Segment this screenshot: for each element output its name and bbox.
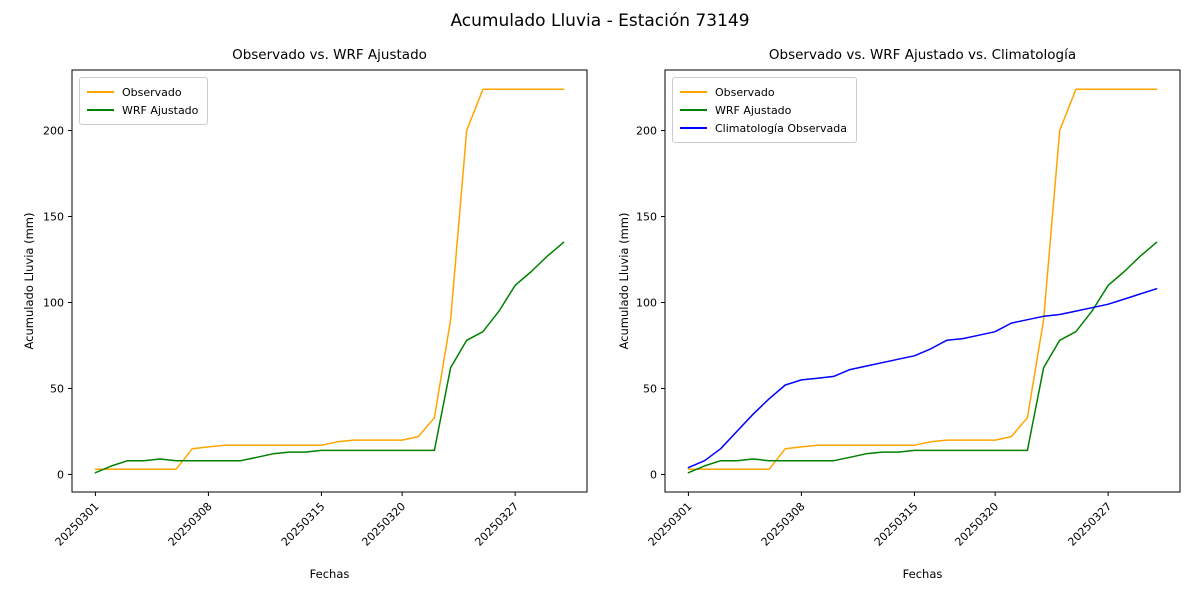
y-tick-label: 50: [643, 382, 657, 395]
y-tick-label: 200: [43, 125, 64, 138]
legend-label: Climatología Observada: [715, 121, 847, 135]
x-tick-label: 20250320: [359, 500, 408, 549]
legend-label: WRF Ajustado: [122, 103, 199, 117]
x-tick-label: 20250320: [952, 500, 1001, 549]
legend-line-sample: [680, 127, 707, 129]
y-tick-label: 0: [650, 468, 657, 481]
x-tick-label: 20250327: [1065, 500, 1114, 549]
legend-entry: Observado: [87, 83, 198, 101]
series-line-wrf-ajustado: [687, 241, 1158, 474]
x-tick-label: 20250315: [872, 500, 921, 549]
figure-title: Acumulado Lluvia - Estación 73149: [450, 11, 750, 31]
y-tick-label: 200: [636, 125, 657, 138]
legend-line-sample: [87, 109, 114, 111]
x-tick-label: 20250301: [53, 500, 102, 549]
y-tick-label: 50: [50, 382, 64, 395]
legend-entry: Climatología Observada: [680, 119, 847, 137]
legend-entry: WRF Ajustado: [680, 101, 847, 119]
x-tick-label: 20250301: [646, 500, 695, 549]
x-tick-label: 20250327: [472, 500, 521, 549]
x-tick-label: 20250308: [166, 500, 215, 549]
series-line-observado: [687, 88, 1158, 471]
right-chart-legend: Observado WRF Ajustado Climatología Observ…: [672, 77, 857, 143]
series-line-wrf-ajustado: [94, 241, 565, 474]
legend-label: Observado: [715, 85, 775, 99]
legend-line-sample: [87, 91, 114, 93]
x-tick-label: 20250315: [279, 500, 328, 549]
legend-label: Observado: [122, 85, 182, 99]
subplot-left-title: Observado vs. WRF Ajustado: [232, 47, 427, 63]
left-chart-legend: Observado WRF Ajustado: [79, 77, 209, 125]
subplot-left: Observado vs. WRF Ajustado Acumulado Llu…: [22, 47, 588, 581]
subplot-right-title: Observado vs. WRF Ajustado vs. Climatolo…: [768, 47, 1077, 63]
series-line-observado: [94, 88, 565, 471]
y-tick-label: 100: [43, 296, 64, 309]
y-tick-label: 150: [636, 211, 657, 224]
axes-frame: [664, 69, 1181, 493]
y-tick-label: 150: [43, 211, 64, 224]
right-chart-canvas: 0 50 100 150 200 20250301 20250308 20250315 2025…: [636, 69, 1181, 549]
legend-label: WRF Ajustado: [715, 103, 792, 117]
y-tick-label: 0: [57, 468, 64, 481]
legend-line-sample: [680, 91, 707, 93]
subplot-right-xlabel: Fechas: [902, 567, 943, 581]
legend-entry: WRF Ajustado: [87, 101, 198, 119]
axes-frame: [71, 69, 588, 493]
subplot-right: Observado vs. WRF Ajustado vs. Climatolo…: [600, 0, 1200, 600]
x-tick-label: 20250308: [759, 500, 808, 549]
subplot-left-xlabel: Fechas: [309, 567, 350, 581]
legend-line-sample: [680, 109, 707, 111]
y-tick-label: 100: [636, 296, 657, 309]
legend-entry: Observado: [680, 83, 847, 101]
series-line-climatolog-a-observada: [687, 287, 1158, 469]
left-chart-canvas: 0 50 100 150 200 20250301 20250308 20250315 2025…: [43, 69, 588, 549]
